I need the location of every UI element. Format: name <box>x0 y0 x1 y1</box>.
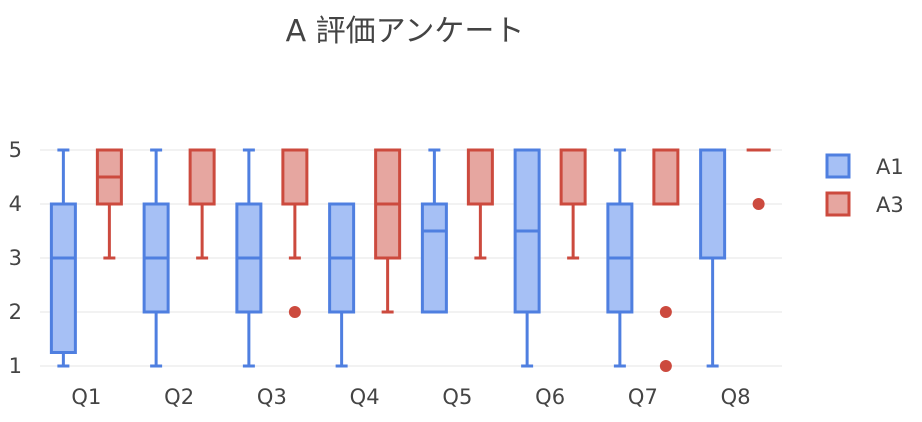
box-A1-Q4 <box>328 202 356 368</box>
x-axis-ticks: Q1 Q2 Q3 Q4 Q5 Q6 Q7 Q8 <box>71 385 750 409</box>
x-tick-label: Q2 <box>164 385 194 409</box>
legend[interactable]: A1 A3 <box>825 153 904 217</box>
box-A3-Q8 <box>746 148 771 210</box>
y-tick-label: 5 <box>9 138 22 162</box>
x-tick-label: Q6 <box>535 385 565 409</box>
outlier-point <box>288 306 301 318</box>
chart-title: A 評価アンケート <box>285 14 525 49</box>
box-body <box>188 148 216 206</box>
box-body <box>466 148 494 206</box>
box-A3-Q2 <box>188 148 216 260</box>
y-axis-ticks: 1 2 3 4 5 <box>9 138 22 378</box>
box-A1-Q5 <box>420 148 448 314</box>
box-body <box>652 148 680 206</box>
legend-swatch <box>825 153 851 179</box>
x-tick-label: Q7 <box>628 385 658 409</box>
y-tick-label: 4 <box>9 192 22 216</box>
box-body <box>49 202 77 354</box>
box-body <box>699 148 727 260</box>
box-body <box>420 202 448 314</box>
plot-area <box>49 148 771 372</box>
box-A3-Q6 <box>559 148 587 260</box>
legend-label: A1 <box>876 155 904 179</box>
x-tick-label: Q8 <box>721 385 751 409</box>
legend-label: A3 <box>876 193 904 217</box>
outlier-point <box>659 360 672 372</box>
legend-item-A3[interactable]: A3 <box>825 191 904 217</box>
y-tick-label: 2 <box>9 300 22 324</box>
x-tick-label: Q5 <box>442 385 472 409</box>
box-A1-Q8 <box>699 148 727 368</box>
x-tick-label: Q1 <box>71 385 101 409</box>
box-A3-Q4 <box>374 148 402 314</box>
box-A1-Q3 <box>235 148 263 368</box>
y-tick-label: 1 <box>9 354 22 378</box>
legend-swatch <box>825 191 851 217</box>
legend-item-A1[interactable]: A1 <box>825 153 904 179</box>
box-A3-Q3 <box>281 148 309 318</box>
box-A1-Q2 <box>142 148 170 368</box>
box-A3-Q1 <box>95 148 123 260</box>
box-A3-Q5 <box>466 148 494 260</box>
box-A1-Q1 <box>49 148 77 368</box>
box-body <box>281 148 309 206</box>
x-tick-label: Q4 <box>350 385 380 409</box>
box-A1-Q7 <box>606 148 634 368</box>
box-A1-Q6 <box>513 148 541 368</box>
y-tick-label: 3 <box>9 246 22 270</box>
outlier-point <box>659 306 672 318</box>
box-A3-Q7 <box>652 148 680 372</box>
x-tick-label: Q3 <box>257 385 287 409</box>
box-body <box>559 148 587 206</box>
outlier-point <box>752 198 765 210</box>
